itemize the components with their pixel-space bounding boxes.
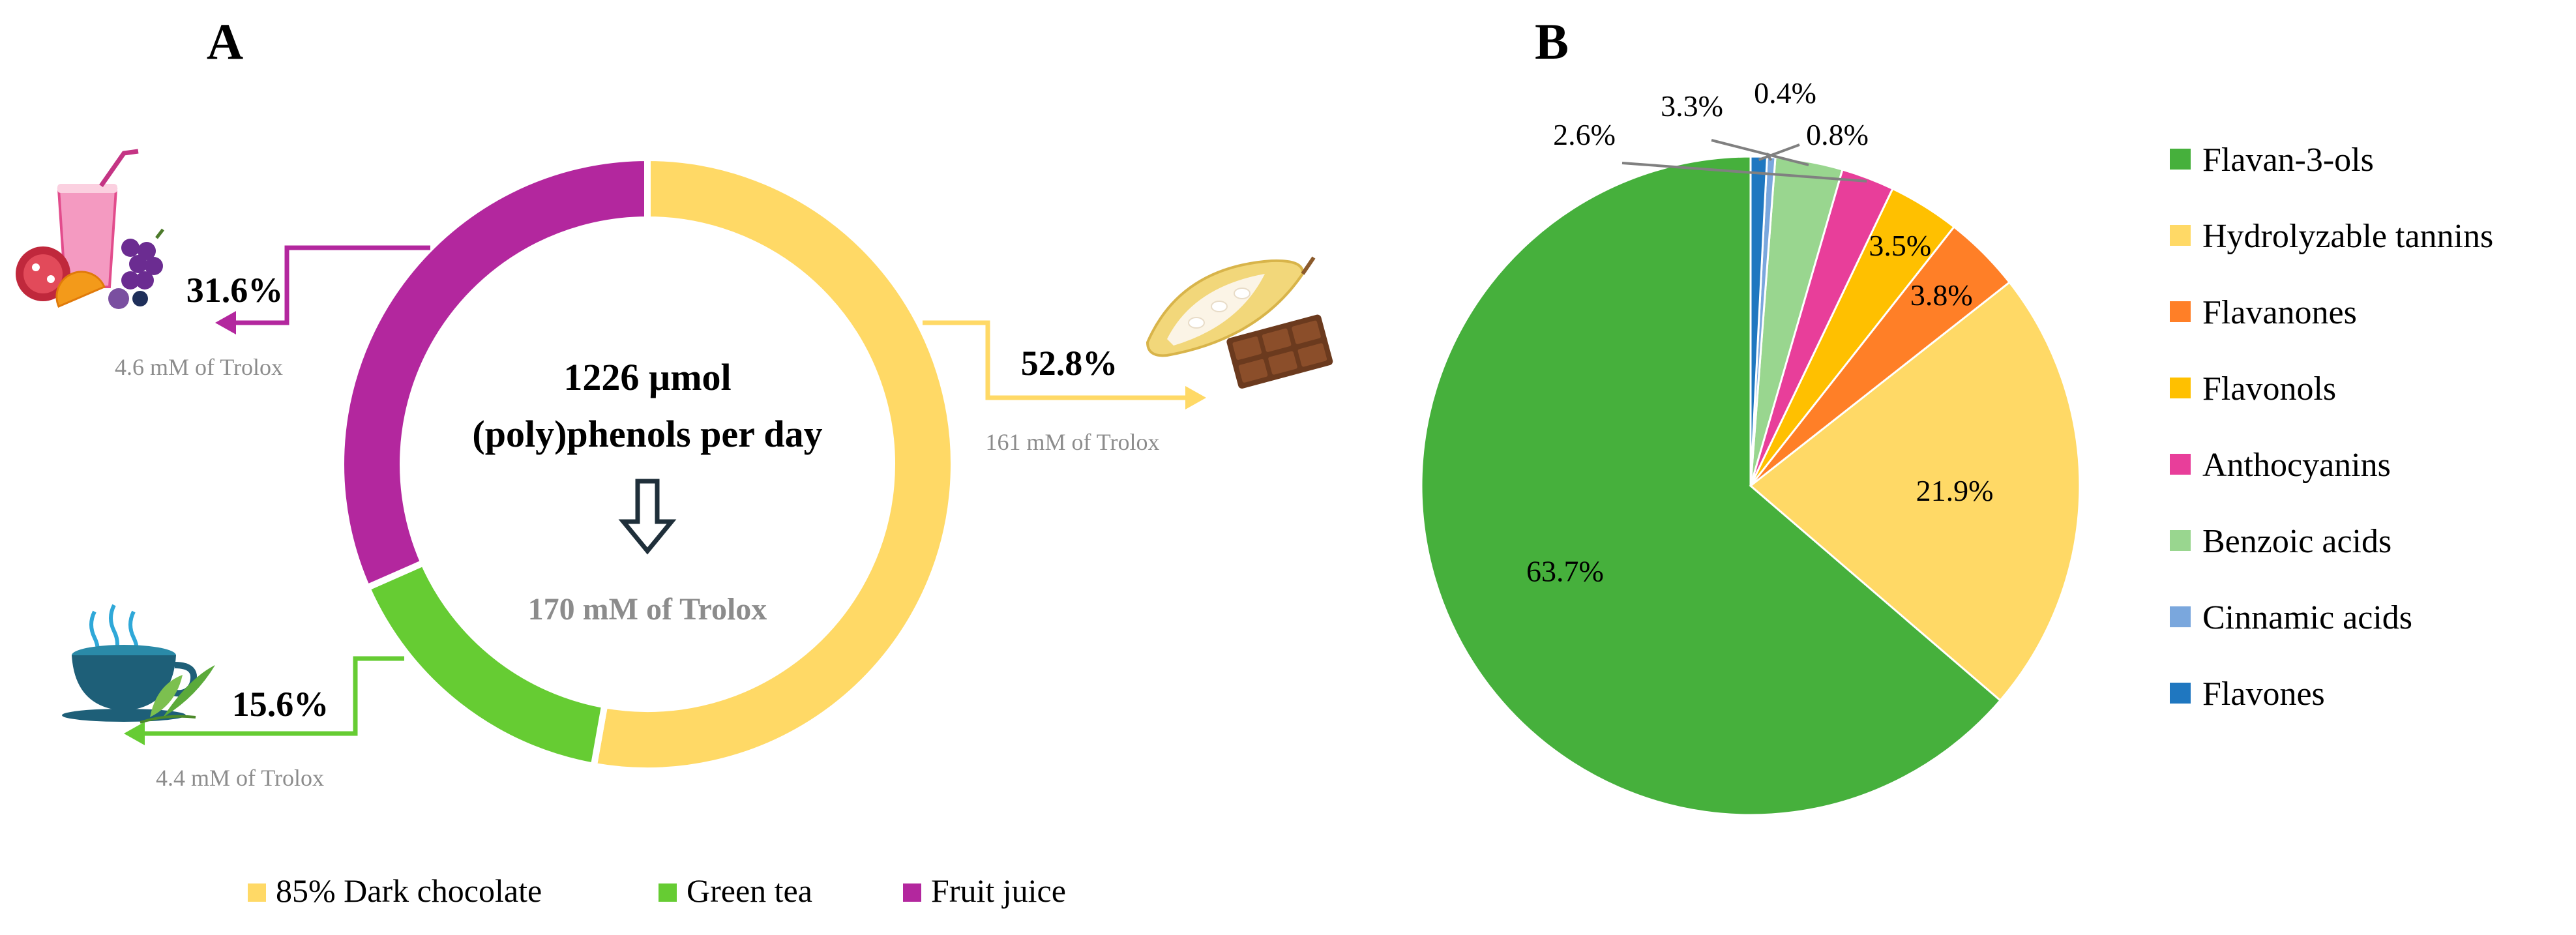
- pie-legend: Flavan-3-ols Hydrolyzable tannins Flavanon…: [2170, 141, 2493, 713]
- pie-leader-lines: [1621, 139, 1867, 183]
- juice-value-label: 31.6%: [186, 271, 284, 310]
- legend-swatch-fruit-juice: [903, 883, 921, 902]
- pie-label-flavones: 0.8%: [1806, 118, 1869, 151]
- donut-center-line2: (poly)phenols per day: [472, 413, 822, 455]
- tea-callout-arrowhead: [124, 722, 145, 745]
- legend-swatch-flavanones: [2170, 301, 2191, 322]
- donut-center-line1: 1226 µmol: [563, 356, 731, 398]
- chocolate-callout-line: [923, 320, 1196, 400]
- legend-swatch-flavonols: [2170, 378, 2191, 398]
- legend-swatch-green-tea: [659, 883, 677, 902]
- tea-value-label: 15.6%: [232, 685, 329, 724]
- legend-swatch-benzoic-acids: [2170, 530, 2191, 551]
- legend-swatch-flavan3ols: [2170, 149, 2191, 170]
- juice-callout-arrowhead: [215, 311, 236, 334]
- legend-label-flavanones: Flavanones: [2202, 294, 2357, 331]
- pie-label-flavan3ols: 63.7%: [1526, 555, 1604, 588]
- legend-swatch-flavones: [2170, 683, 2191, 704]
- legend-label-cinnamic-acids: Cinnamic acids: [2202, 599, 2412, 636]
- tea-cup-icon: [62, 604, 215, 724]
- legend-label-hydrolyzable-tannins: Hydrolyzable tannins: [2202, 218, 2493, 255]
- pie-label-anthocyanins: 2.6%: [1553, 118, 1616, 151]
- legend-swatch-chocolate: [248, 883, 266, 902]
- chocolate-callout-arrowhead: [1185, 386, 1206, 409]
- juice-callout-line: [225, 245, 430, 325]
- legend-label-chocolate: 85% Dark chocolate: [276, 872, 542, 909]
- pie-value-labels: 63.7% 21.9% 3.8% 3.5% 2.6% 3.3% 0.4% 0.8%: [1526, 76, 1993, 588]
- pie-chart: [1420, 155, 2081, 816]
- donut-slice-fruit-juice: [338, 154, 651, 592]
- pie-label-flavanones: 3.8%: [1910, 278, 1973, 312]
- chocolate-trolox-label: 161 mM of Trolox: [985, 429, 1159, 455]
- legend-label-benzoic-acids: Benzoic acids: [2202, 523, 2391, 560]
- legend-label-anthocyanins: Anthocyanins: [2202, 447, 2391, 484]
- chocolate-value-label: 52.8%: [1021, 344, 1118, 383]
- down-arrow-icon: [618, 479, 677, 555]
- legend-swatch-hydrolyzable-tannins: [2170, 225, 2191, 246]
- pie-slice-flavan3ols: [1420, 155, 2002, 816]
- legend-label-flavan3ols: Flavan-3-ols: [2202, 141, 2374, 179]
- panel-b-label: B: [1535, 13, 1569, 70]
- tea-trolox-label: 4.4 mM of Trolox: [156, 765, 324, 791]
- legend-swatch-anthocyanins: [2170, 454, 2191, 475]
- donut-center-sub: 170 mM of Trolox: [528, 592, 767, 627]
- legend-label-green-tea: Green tea: [687, 872, 812, 909]
- pie-label-flavonols: 3.5%: [1869, 229, 1931, 262]
- pie-slice-hydrolyzable-tannins: [1749, 280, 2081, 702]
- pie-leader-benzoic-acids: [1711, 139, 1809, 166]
- juice-trolox-label: 4.6 mM of Trolox: [115, 354, 283, 380]
- fruit-juice-icon: [16, 149, 164, 309]
- pie-leader-anthocyanins: [1621, 162, 1867, 183]
- pie-label-hydrolyzable-tannins: 21.9%: [1916, 474, 1994, 507]
- panel-a-label: A: [207, 13, 243, 70]
- legend-label-fruit-juice: Fruit juice: [931, 872, 1066, 909]
- pie-leader-flavones: [1758, 143, 1800, 162]
- donut-chart: [338, 154, 957, 774]
- donut-slice-chocolate: [589, 154, 957, 774]
- pie-label-benzoic-acids: 3.3%: [1661, 89, 1723, 123]
- pie-label-cinnamic-acids: 0.4%: [1754, 76, 1816, 110]
- chocolate-icon: [1146, 256, 1333, 389]
- tea-callout-line: [134, 656, 404, 736]
- legend-label-flavones: Flavones: [2202, 675, 2325, 713]
- legend-label-flavonols: Flavonols: [2202, 370, 2336, 408]
- legend-swatch-cinnamic-acids: [2170, 606, 2191, 627]
